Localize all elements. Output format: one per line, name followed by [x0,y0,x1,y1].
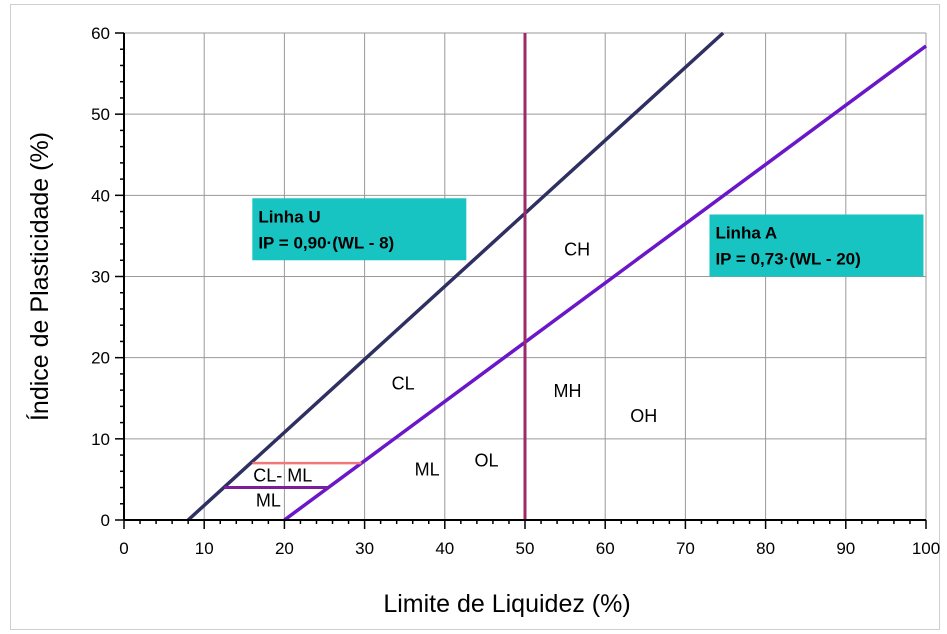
linha-a-equation: IP = 0,73·(WL - 20) [715,250,860,269]
x-tick-label-0: 0 [119,539,128,558]
y-tick-label-10: 10 [91,430,110,449]
x-tick-label-50: 50 [516,539,535,558]
y-tick-label-60: 60 [91,24,110,43]
zone-label-ol-5: OL [474,451,498,471]
x-tick-label-40: 40 [435,539,454,558]
x-tick-label-90: 90 [836,539,855,558]
zone-label-mh-2: MH [554,381,582,401]
x-axis-title: Limite de Liquidez (%) [383,590,630,618]
zone-label-ml-4: ML [415,460,440,480]
y-tick-label-30: 30 [91,268,110,287]
x-tick-label-70: 70 [676,539,695,558]
x-tick-label-10: 10 [195,539,214,558]
zone-label-cl-1: CL [392,374,415,394]
x-tick-label-30: 30 [355,539,374,558]
zone-label-cl-ml-6: CL- ML [253,465,312,485]
x-tick-label-60: 60 [596,539,615,558]
linha-a-title: Linha A [715,224,777,243]
linha-u-equation: IP = 0,90·(WL - 8) [258,233,394,252]
zone-label-oh-3: OH [630,406,657,426]
y-tick-label-50: 50 [91,105,110,124]
zone-label-ch-0: CH [564,240,590,260]
zone-label-ml-7: ML [256,491,281,511]
y-axis-title: Índice de Plasticidade (%) [25,132,54,421]
y-tick-label-0: 0 [101,511,110,530]
x-tick-label-80: 80 [756,539,775,558]
x-tick-label-100: 100 [912,539,940,558]
y-tick-label-40: 40 [91,186,110,205]
y-tick-label-20: 20 [91,349,110,368]
linha-u-title: Linha U [258,207,320,226]
x-tick-label-20: 20 [275,539,294,558]
